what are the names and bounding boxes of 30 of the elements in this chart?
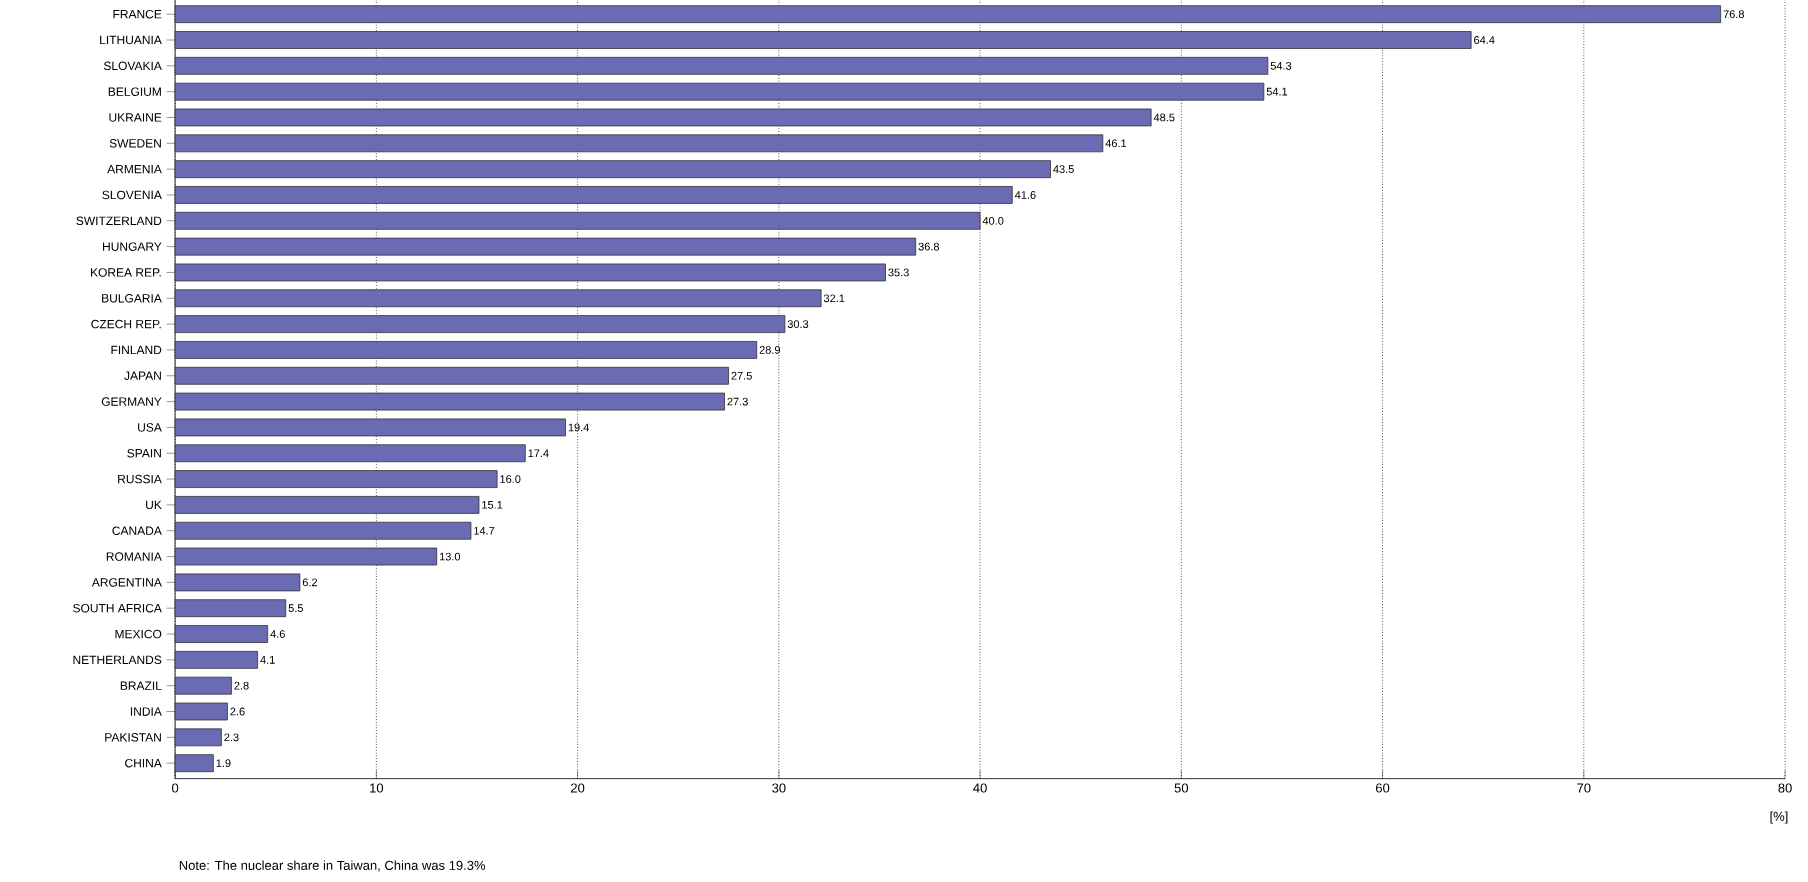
bar [174, 573, 301, 592]
bar [174, 599, 287, 618]
bar [174, 728, 222, 747]
bar [174, 418, 566, 437]
bar [174, 650, 259, 669]
bar [174, 495, 480, 514]
bar [174, 444, 526, 463]
bar [174, 289, 822, 308]
bar [174, 676, 232, 695]
bar [174, 392, 725, 411]
bar [174, 56, 1269, 75]
bar [174, 160, 1051, 179]
bar [174, 702, 228, 721]
bar [174, 5, 1722, 24]
bar [174, 237, 917, 256]
bar [174, 625, 269, 643]
bar [174, 366, 729, 385]
bar [174, 315, 786, 333]
bar [174, 186, 1013, 204]
bar [174, 521, 472, 540]
bar [174, 108, 1152, 127]
bar [174, 31, 1472, 49]
bar [174, 211, 981, 230]
bar [174, 134, 1104, 153]
bar [174, 547, 438, 566]
bar [174, 470, 498, 488]
bar [174, 263, 886, 282]
bar [174, 754, 214, 773]
bar [174, 82, 1265, 101]
bar [174, 341, 758, 359]
